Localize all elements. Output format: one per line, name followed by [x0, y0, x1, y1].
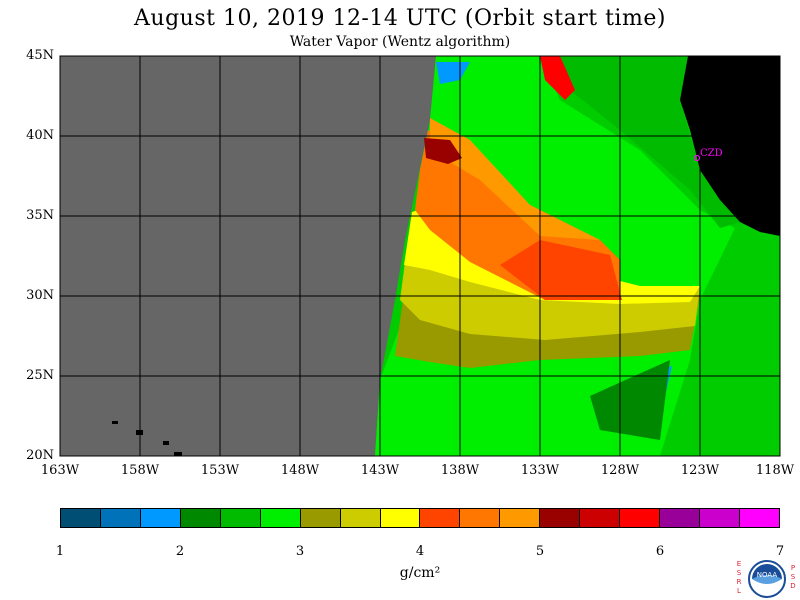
logo-letter: D: [790, 582, 796, 590]
longitude-label: 153W: [200, 463, 240, 478]
svg-text:NOAA: NOAA: [757, 571, 778, 579]
logo-letter: S: [736, 569, 742, 577]
swath-blue-patch-north: [436, 62, 470, 84]
island-4: [174, 452, 182, 456]
latitude-label: 20N: [26, 448, 54, 463]
noaa-emblem-icon: NOAA: [748, 560, 786, 598]
color-scale-tick-label: 7: [775, 544, 785, 559]
map-title: August 10, 2019 12-14 UTC (Orbit start t…: [134, 6, 666, 31]
island-1: [112, 421, 118, 424]
color-scale-segment: [460, 509, 501, 527]
color-scale-segment: [180, 509, 221, 527]
longitude-label: 148W: [280, 463, 320, 478]
color-scale-tick-label: 1: [55, 544, 65, 559]
color-scale-segment: [540, 509, 581, 527]
plot-border: [59, 55, 781, 457]
latitude-label: 30N: [26, 288, 54, 303]
longitude-label: 123W: [680, 463, 720, 478]
latitude-label: 40N: [26, 128, 54, 143]
color-scale-segment: [620, 509, 661, 527]
color-scale-segment: [739, 509, 779, 527]
swath-red-orange-band: [500, 240, 622, 300]
latitude-label: 25N: [26, 368, 54, 383]
swath-dark-red-patch: [424, 138, 462, 164]
map-subtitle: Water Vapor (Wentz algorithm): [289, 34, 511, 50]
island-3: [163, 441, 169, 445]
lat-lon-grid: [60, 56, 780, 456]
logo-letter: R: [736, 578, 742, 586]
logo-letter: S: [790, 573, 796, 581]
station-marker: [693, 154, 701, 162]
longitude-label: 158W: [120, 463, 160, 478]
color-scale-segment: [100, 509, 141, 527]
color-scale-tick-label: 2: [175, 544, 185, 559]
logo-letter: P: [790, 564, 796, 572]
longitude-label: 138W: [440, 463, 480, 478]
swath-yellow-band: [404, 206, 700, 304]
color-scale-segment: [340, 509, 381, 527]
color-scale-segment: [380, 509, 421, 527]
latitude-label: 35N: [26, 208, 54, 223]
logo-letter: E: [736, 560, 742, 568]
land-north-america: [680, 56, 780, 236]
color-scale-tick-label: 3: [295, 544, 305, 559]
station-label: CZD: [700, 148, 723, 159]
longitude-label: 143W: [360, 463, 400, 478]
swath-coast-red: [540, 56, 575, 100]
longitude-label: 118W: [755, 463, 795, 478]
color-scale-segment: [660, 509, 700, 527]
longitude-label: 163W: [40, 463, 80, 478]
latitude-label: 45N: [26, 48, 54, 63]
swath-light-orange-edge: [430, 118, 600, 240]
color-scale-segment: [220, 509, 261, 527]
color-scale-segment: [580, 509, 621, 527]
color-scale-segment: [300, 509, 341, 527]
swath-coast-green: [540, 56, 740, 228]
color-scale-segment: [140, 509, 181, 527]
color-scale-segment: [260, 509, 301, 527]
color-scale-segment: [500, 509, 541, 527]
color-scale-tick-label: 5: [535, 544, 545, 559]
longitude-label: 133W: [520, 463, 560, 478]
color-scale-tick-label: 4: [415, 544, 425, 559]
logo-letter: L: [737, 587, 741, 595]
units-label: g/cm²: [399, 565, 441, 581]
longitude-label: 128W: [600, 463, 640, 478]
color-scale-segment: [420, 509, 461, 527]
color-scale-segment: [700, 509, 740, 527]
swath-dark-green-south: [590, 360, 670, 440]
color-scale-tick-label: 6: [655, 544, 665, 559]
color-scale-bar: [60, 508, 780, 528]
color-scale-segment: [61, 509, 101, 527]
